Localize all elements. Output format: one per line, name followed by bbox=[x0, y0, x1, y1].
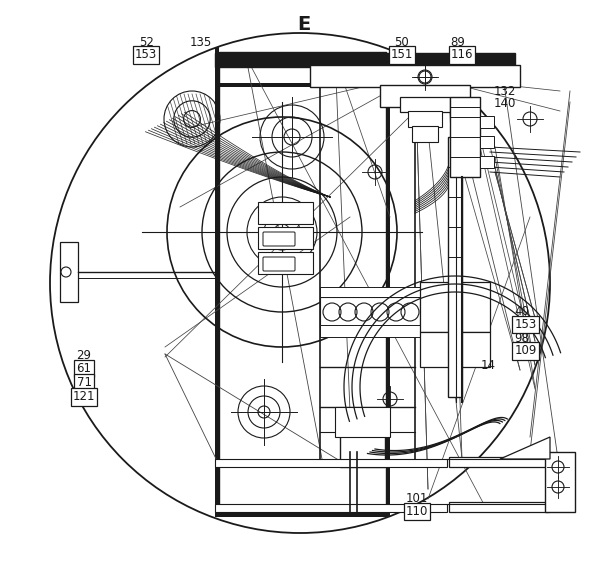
Bar bbox=[412, 126, 438, 142]
Bar bbox=[420, 282, 490, 332]
Bar bbox=[258, 202, 313, 224]
Text: 89: 89 bbox=[451, 36, 465, 49]
Bar bbox=[320, 325, 420, 337]
Text: 71: 71 bbox=[77, 376, 91, 389]
Bar bbox=[420, 332, 490, 367]
Bar bbox=[408, 111, 442, 127]
Text: 153: 153 bbox=[515, 318, 537, 331]
Text: 109: 109 bbox=[515, 345, 537, 357]
Bar bbox=[340, 412, 385, 467]
Text: 132: 132 bbox=[493, 86, 516, 98]
Text: 121: 121 bbox=[73, 391, 95, 403]
Bar bbox=[215, 53, 515, 67]
Bar bbox=[258, 252, 313, 274]
Bar bbox=[215, 83, 390, 87]
Bar bbox=[60, 242, 78, 302]
FancyBboxPatch shape bbox=[263, 232, 295, 246]
Text: 135: 135 bbox=[190, 36, 212, 49]
Text: 61: 61 bbox=[77, 362, 91, 375]
Text: 98: 98 bbox=[515, 332, 529, 345]
Bar bbox=[545, 452, 575, 512]
Bar bbox=[450, 97, 480, 177]
Bar bbox=[215, 47, 219, 517]
Bar bbox=[386, 82, 390, 517]
Text: 101: 101 bbox=[406, 493, 428, 505]
Bar bbox=[320, 287, 420, 297]
Text: E: E bbox=[297, 15, 311, 34]
Text: 14: 14 bbox=[481, 359, 496, 372]
Bar bbox=[258, 227, 313, 249]
Text: 110: 110 bbox=[406, 505, 428, 518]
Bar bbox=[310, 65, 520, 87]
Bar bbox=[400, 97, 450, 112]
Bar bbox=[335, 407, 390, 437]
Bar bbox=[215, 513, 390, 517]
Polygon shape bbox=[500, 437, 550, 459]
Bar bbox=[215, 459, 447, 467]
Bar bbox=[320, 297, 420, 327]
Bar bbox=[215, 504, 447, 512]
Bar bbox=[380, 85, 470, 107]
Bar bbox=[449, 457, 549, 467]
Bar bbox=[480, 116, 494, 128]
FancyBboxPatch shape bbox=[263, 257, 295, 271]
Text: 29: 29 bbox=[77, 349, 91, 362]
Text: 153: 153 bbox=[135, 49, 157, 61]
Text: 116: 116 bbox=[451, 49, 473, 61]
Bar bbox=[449, 502, 549, 512]
Text: 52: 52 bbox=[139, 36, 153, 49]
Bar bbox=[448, 137, 462, 397]
Bar bbox=[480, 156, 494, 168]
Text: 151: 151 bbox=[391, 49, 413, 61]
Text: 40: 40 bbox=[515, 306, 529, 318]
Bar bbox=[480, 136, 494, 148]
Text: 50: 50 bbox=[395, 36, 409, 49]
Text: 140: 140 bbox=[493, 97, 516, 109]
